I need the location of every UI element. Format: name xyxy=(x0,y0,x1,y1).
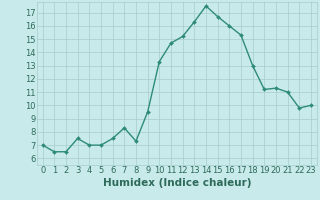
X-axis label: Humidex (Indice chaleur): Humidex (Indice chaleur) xyxy=(102,178,251,188)
